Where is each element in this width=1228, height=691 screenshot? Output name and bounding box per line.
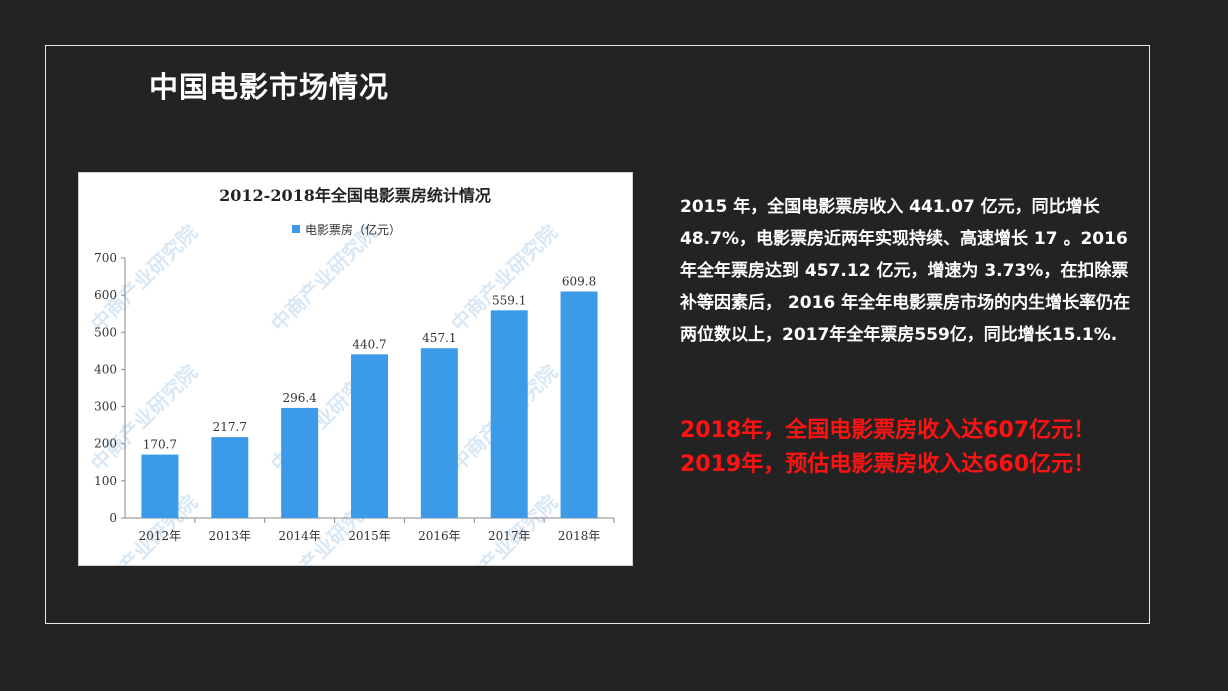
y-tick-label: 0 <box>109 511 117 525</box>
highlight-block: 2018年，全国电影票房收入达607亿元！ 2019年，预估电影票房收入达660… <box>680 414 1095 482</box>
y-tick-label: 600 <box>94 288 117 302</box>
x-tick-label: 2018年 <box>558 529 601 543</box>
legend-swatch <box>292 225 300 233</box>
bar-2013年 <box>211 437 249 518</box>
y-tick-label: 100 <box>94 474 117 488</box>
watermark-text: 中商产业研究院 <box>266 220 382 336</box>
x-tick-label: 2013年 <box>209 529 252 543</box>
y-tick-label: 200 <box>94 437 117 451</box>
data-label: 457.1 <box>422 331 456 345</box>
watermark-text: 中商产业研究院 <box>86 220 202 336</box>
y-tick-label: 500 <box>94 325 117 339</box>
slide-title: 中国电影市场情况 <box>149 70 390 104</box>
legend-label: 电影票房（亿元） <box>305 222 401 237</box>
y-tick-label: 300 <box>94 400 117 414</box>
slide-frame <box>45 45 1150 624</box>
bar-2012年 <box>141 454 179 518</box>
description-text: 2015 年，全国电影票房收入 441.07 亿元，同比增长 48.7%，电影票… <box>680 197 1131 345</box>
x-tick-label: 2012年 <box>139 529 182 543</box>
bar-2014年 <box>281 407 319 518</box>
data-label: 217.7 <box>213 420 247 434</box>
y-tick-label: 700 <box>94 251 117 265</box>
x-tick-label: 2015年 <box>348 529 391 543</box>
bar-2018年 <box>560 291 598 518</box>
data-label: 296.4 <box>282 391 317 405</box>
x-tick-label: 2017年 <box>488 529 531 543</box>
y-tick-label: 400 <box>94 362 117 376</box>
bar-chart: 中商产业研究院 中商产业研究院 中商产业研究院 中商产业研究院 中商产业研究院 中商产业研… <box>78 172 633 566</box>
data-label: 440.7 <box>352 337 386 351</box>
data-label: 170.7 <box>143 438 177 452</box>
x-tick-label: 2016年 <box>418 529 461 543</box>
data-label: 559.1 <box>492 293 526 307</box>
x-tick-label: 2014年 <box>278 529 321 543</box>
highlight-line-2018: 2018年，全国电影票房收入达607亿元！ <box>680 418 1096 443</box>
bar-2017年 <box>490 310 528 518</box>
bar-2015年 <box>351 354 388 518</box>
data-label: 609.8 <box>562 275 596 289</box>
highlight-line-2019: 2019年，预估电影票房收入达660亿元！ <box>680 452 1096 477</box>
bar-2016年 <box>420 348 458 518</box>
chart-title: 2012-2018年全国电影票房统计情况 <box>219 186 491 205</box>
